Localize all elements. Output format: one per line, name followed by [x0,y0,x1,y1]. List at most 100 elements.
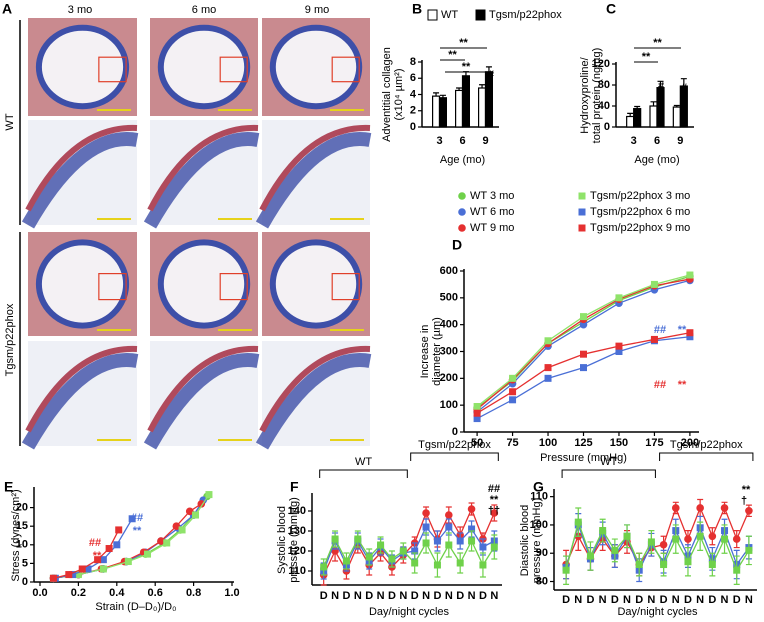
marker [365,553,373,561]
series-line [565,506,750,566]
marker [615,342,623,350]
x-tick-label: N [623,594,631,606]
x-axis-title: Day/night cycles [617,606,698,618]
group-label: Tgsm/p22phox [670,439,743,451]
x-tick-label: 200 [681,437,699,449]
marker [473,409,481,417]
media [147,124,259,212]
y-axis-title: Diastolic blood [519,505,531,577]
bar [633,108,642,128]
annotation: ** [448,49,457,61]
group-label: WT [600,456,617,468]
x-tick-label: 125 [574,437,592,449]
marker [650,280,658,288]
marker [686,271,694,279]
x-tick-label: D [365,590,373,602]
marker [623,532,631,540]
group-bracket [319,469,408,478]
marker [354,535,362,543]
x-tick-label: N [647,594,655,606]
y-tick-label: 500 [440,292,458,304]
marker [197,500,206,508]
annotation: ** [490,494,499,506]
y-tick-label: 120 [592,58,610,70]
marker [320,563,328,571]
x-tick-label: D [411,590,419,602]
marker [509,396,517,404]
legend-swatch [427,9,438,21]
x-tick-label: 3 [436,135,442,147]
x-tick-label: D [586,594,594,606]
marker [105,545,113,553]
marker [733,566,741,574]
error-bar [439,94,446,98]
media [25,124,138,212]
x-tick-label: 0.0 [32,587,47,599]
y-tick-label: 40 [598,100,610,112]
error-bar [627,112,634,117]
marker [388,555,396,563]
x-axis-title: Pressure (mmHg) [540,452,627,464]
legend-marker [578,224,586,232]
marker [331,535,339,543]
x-tick-label: 1.0 [224,587,239,599]
x-tick-label: 6 [654,135,660,147]
x-tick-label: D [320,590,328,602]
annotation: ## [89,537,101,549]
annotation: ** [459,37,468,49]
y-tick-label: 140 [288,505,306,517]
marker [490,543,498,551]
marker [650,335,658,343]
marker [580,313,587,321]
marker [84,565,92,573]
vessel-wall [21,353,139,450]
marker [586,552,594,560]
marker [65,571,73,579]
panel-label: B [412,1,422,17]
column-label: 6 mo [192,4,216,16]
x-tick-label: D [562,594,570,606]
bar [438,97,448,128]
marker [192,511,200,519]
x-tick-label: 100 [539,437,557,449]
y-tick-label: 0 [410,121,416,133]
y-tick-label: 15 [16,520,28,532]
y-tick-label: 300 [440,345,458,357]
marker [422,523,430,531]
marker [113,541,121,549]
vessel-wall [255,132,372,229]
marker [580,350,587,358]
zoom-box [98,273,127,301]
media [147,345,259,433]
marker [157,537,165,545]
marker [544,364,552,372]
marker [615,294,623,302]
legend-label: WT [441,9,458,21]
error-bar [657,80,664,88]
zoom-box [331,56,360,83]
x-tick-label: 3 [631,135,637,147]
vessel-wall [255,353,372,450]
error-bar [479,84,486,88]
y-tick-label: 200 [440,372,458,384]
y-tick-label: 130 [288,525,306,537]
x-tick-label: D [635,594,643,606]
y-tick-label: 0 [452,426,458,438]
marker [615,348,623,355]
marker [74,571,82,579]
y-tick-label: 4 [410,88,417,100]
marker [99,565,107,573]
error-bar [456,87,463,91]
y-tick-label: 90 [536,547,548,559]
legend-label: WT 9 mo [470,222,514,234]
x-tick-label: N [445,590,453,602]
x-tick-label: D [733,594,741,606]
y-tick-label: 8 [410,56,416,68]
marker [172,522,181,530]
marker [696,532,704,540]
y-tick-label: 110 [530,491,548,503]
marker [445,541,453,549]
series-line [476,336,690,420]
y-tick-label: 0 [604,121,610,133]
